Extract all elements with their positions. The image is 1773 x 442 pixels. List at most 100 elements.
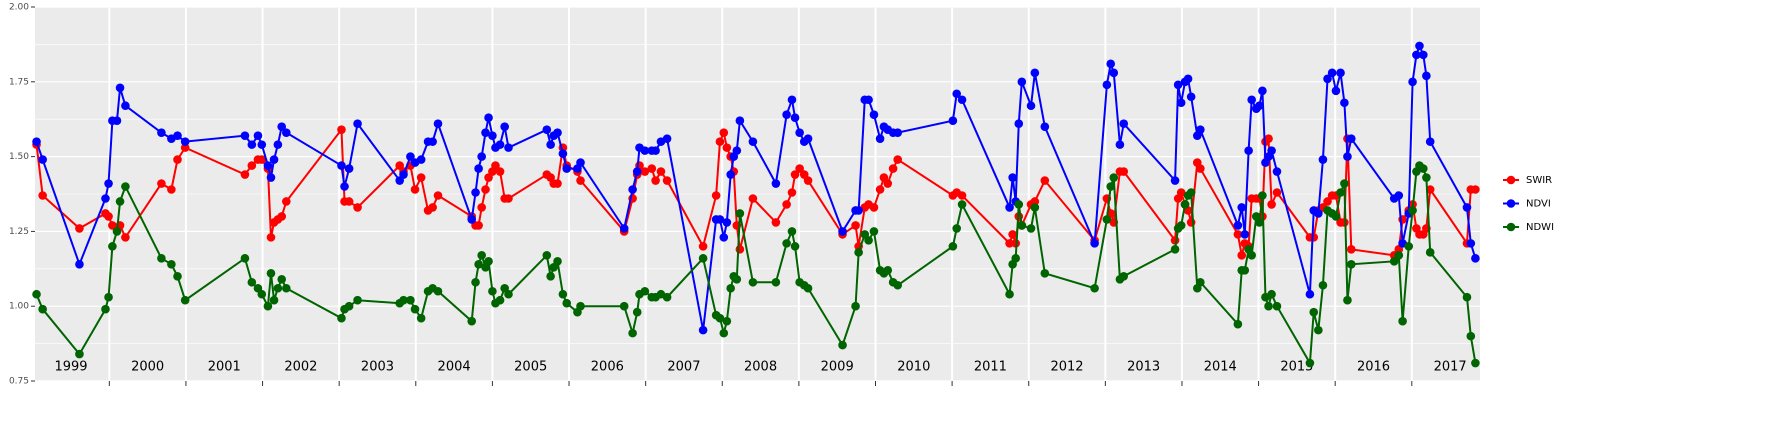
point xyxy=(1422,173,1431,182)
point xyxy=(546,140,555,149)
point xyxy=(1233,230,1243,239)
point xyxy=(416,173,426,182)
point xyxy=(1005,289,1014,299)
point xyxy=(719,128,729,137)
point xyxy=(1419,164,1428,173)
point xyxy=(1011,254,1020,263)
point xyxy=(1196,277,1205,287)
point xyxy=(1305,358,1315,368)
point xyxy=(1090,283,1099,293)
point xyxy=(353,119,362,128)
point xyxy=(957,95,967,105)
point xyxy=(353,203,362,212)
point xyxy=(803,176,813,185)
point xyxy=(651,146,660,155)
point xyxy=(32,137,41,146)
point xyxy=(491,161,500,170)
point xyxy=(698,242,708,251)
point xyxy=(433,119,443,128)
point xyxy=(504,143,513,152)
point xyxy=(854,248,863,257)
point xyxy=(1237,203,1247,212)
point xyxy=(1404,242,1414,251)
point xyxy=(875,185,885,194)
point xyxy=(488,131,497,140)
point xyxy=(337,125,346,134)
point xyxy=(108,242,117,251)
point xyxy=(1272,301,1282,311)
point xyxy=(893,128,903,137)
point xyxy=(722,316,732,326)
point xyxy=(1323,74,1332,84)
point xyxy=(662,134,672,143)
year-label: 2015 xyxy=(1280,360,1313,375)
point xyxy=(474,164,483,173)
point xyxy=(474,221,483,230)
point xyxy=(121,182,130,191)
point xyxy=(488,286,497,296)
point xyxy=(1346,134,1356,143)
point xyxy=(722,143,732,152)
point xyxy=(1314,325,1323,335)
point xyxy=(662,292,672,302)
point xyxy=(726,283,735,293)
point xyxy=(698,254,708,263)
point xyxy=(542,251,552,260)
point xyxy=(851,221,860,230)
point xyxy=(1196,164,1205,173)
point xyxy=(1462,292,1472,302)
point xyxy=(893,280,903,290)
point xyxy=(619,301,629,311)
point xyxy=(157,254,166,263)
point xyxy=(651,176,660,185)
y-tick-label: 1.50 xyxy=(9,152,29,162)
point xyxy=(1014,119,1024,128)
point xyxy=(875,134,885,143)
year-label: 2013 xyxy=(1127,360,1160,375)
point xyxy=(732,274,742,284)
year-label: 2001 xyxy=(208,360,241,375)
point xyxy=(247,161,257,170)
point xyxy=(1240,265,1250,275)
point xyxy=(1471,358,1480,368)
point xyxy=(416,313,426,323)
point xyxy=(1343,152,1352,161)
year-label: 2005 xyxy=(514,360,547,375)
point xyxy=(75,224,84,233)
point xyxy=(1267,146,1276,155)
point xyxy=(504,289,513,299)
point xyxy=(495,167,505,176)
point xyxy=(864,95,873,105)
series xyxy=(32,41,1480,335)
point xyxy=(1336,188,1345,197)
point xyxy=(474,260,483,269)
point xyxy=(1272,188,1282,197)
point xyxy=(1030,203,1040,212)
point xyxy=(1340,179,1349,188)
year-label: 2011 xyxy=(974,360,1007,375)
point xyxy=(1327,68,1337,78)
point xyxy=(1314,209,1323,218)
y-tick-label: 2.00 xyxy=(9,3,29,13)
point xyxy=(1109,173,1119,182)
point xyxy=(277,274,287,284)
point xyxy=(1394,251,1404,260)
year-label: 2008 xyxy=(744,360,777,375)
year-label: 2007 xyxy=(667,360,700,375)
point xyxy=(576,158,585,167)
point xyxy=(1196,125,1205,134)
year-label: 2012 xyxy=(1050,360,1083,375)
point xyxy=(410,185,420,194)
point xyxy=(277,122,287,131)
point xyxy=(282,283,291,293)
point xyxy=(632,167,642,176)
point xyxy=(1005,239,1014,248)
y-tick-label: 1.25 xyxy=(9,227,29,237)
point xyxy=(1264,134,1273,143)
point xyxy=(771,277,781,287)
point xyxy=(640,167,650,176)
point xyxy=(1014,200,1024,209)
point xyxy=(1425,137,1435,146)
point xyxy=(1267,289,1276,299)
point xyxy=(1272,167,1282,176)
